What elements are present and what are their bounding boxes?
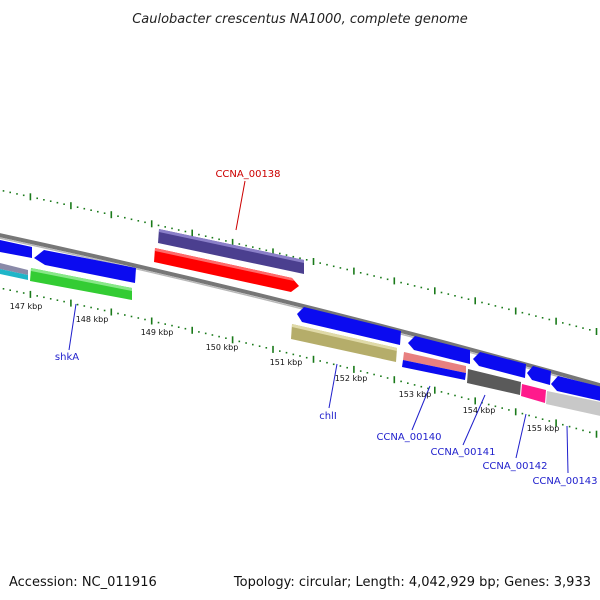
tick-label: 150 kbp: [206, 343, 239, 352]
cds-feature[interactable]: [473, 352, 526, 378]
tick-label: 151 kbp: [270, 358, 303, 367]
tick-label: 148 kbp: [76, 315, 109, 324]
tick-label: 147 kbp: [10, 302, 43, 311]
tick-label: 154 kbp: [463, 406, 496, 415]
feature-label-ccna-00140[interactable]: CCNA_00140: [376, 432, 441, 443]
cds-feature-ccna-00138-partner[interactable]: [158, 229, 304, 274]
tick-label: 153 kbp: [399, 390, 432, 399]
cds-feature-ccna-00143[interactable]: [546, 391, 600, 418]
cds-feature[interactable]: [0, 240, 32, 258]
feature-labels: CCNA_00138 shkA chlI CCNA_00140 CCNA_001…: [55, 169, 598, 487]
tick-label: 152 kbp: [335, 374, 368, 383]
inner-ruler: [2, 288, 598, 438]
feature-label-shka[interactable]: shkA: [55, 352, 79, 363]
feature-label-chli[interactable]: chlI: [319, 411, 337, 422]
feature-label-ccna-00143[interactable]: CCNA_00143: [532, 476, 597, 487]
cds-feature-ccna-00142[interactable]: [521, 384, 546, 403]
feature-label-ccna-00138[interactable]: CCNA_00138: [215, 169, 280, 180]
cds-feature-ccna-00140[interactable]: [403, 352, 466, 373]
cds-feature-ccna-00141[interactable]: [467, 369, 521, 395]
cds-feature[interactable]: [527, 366, 551, 385]
cds-feature-chli-partner[interactable]: [297, 307, 401, 345]
tick-labels: 147 kbp 148 kbp 149 kbp 150 kbp 151 kbp …: [10, 302, 560, 433]
cds-feature-ccna-00138[interactable]: [154, 248, 299, 292]
cds-feature[interactable]: [34, 250, 136, 283]
reverse-strand: [0, 248, 600, 418]
map-title: Caulobacter crescentus NA1000, complete …: [132, 12, 468, 27]
cds-feature[interactable]: [0, 263, 28, 275]
accession-text: Accession: NC_011916: [9, 575, 157, 590]
tick-label: 155 kbp: [527, 424, 560, 433]
cds-feature[interactable]: [408, 336, 470, 364]
genome-summary-text: Topology: circular; Length: 4,042,929 bp…: [233, 575, 591, 590]
forward-strand: [0, 229, 600, 403]
label-leaders: [68, 180, 569, 474]
outer-ruler: [2, 190, 598, 335]
cds-feature-ccna-00140-b[interactable]: [402, 360, 466, 380]
cds-feature-shka[interactable]: [30, 268, 132, 300]
feature-label-ccna-00141[interactable]: CCNA_00141: [430, 447, 495, 458]
cds-feature[interactable]: [551, 376, 600, 403]
feature-label-ccna-00142[interactable]: CCNA_00142: [482, 461, 547, 472]
tick-label: 149 kbp: [141, 328, 174, 337]
cds-feature[interactable]: [0, 269, 28, 280]
cds-feature-chli[interactable]: [291, 324, 397, 362]
